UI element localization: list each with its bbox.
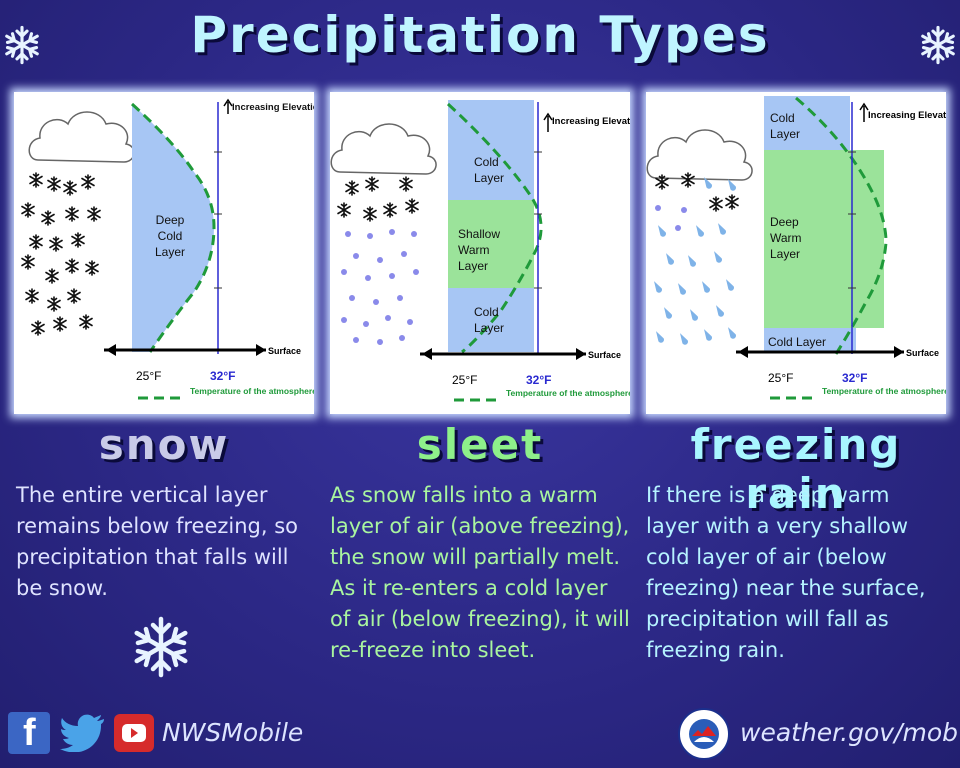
temp-32-label: 32°F xyxy=(210,369,235,383)
snow-heading: snow xyxy=(98,420,230,469)
snowflake-icon xyxy=(2,25,42,65)
temp-25-label: 25°F xyxy=(452,373,477,387)
sleet-diagram-panel: Cold Layer Shallow Warm Layer Cold Layer Inc… xyxy=(330,92,630,414)
elevation-label: Increasing Elevation xyxy=(552,116,630,127)
layer-label: Deep Warm Layer xyxy=(770,215,802,261)
nws-logo-icon xyxy=(678,708,730,760)
freezing-rain-diagram-panel: Cold Layer Deep Warm Layer Cold Layer Incre… xyxy=(646,92,946,414)
sleet-description: As snow falls into a warm layer of air (… xyxy=(330,483,630,662)
cold-layer xyxy=(132,104,214,352)
page-title: Precipitation Types xyxy=(190,6,770,64)
layer-label: Shallow Warm Layer xyxy=(458,227,500,273)
website-link[interactable]: weather.gov/mob xyxy=(740,718,959,747)
layer-label: Cold Layer xyxy=(770,111,800,141)
layer-label: Deep Cold Layer xyxy=(155,213,185,259)
sleet-heading: sleet xyxy=(416,420,544,469)
temp-25-label: 25°F xyxy=(768,371,793,385)
cold-layer xyxy=(448,288,534,352)
legend-label: Temperature of the atmosphere xyxy=(822,386,946,396)
surface-label: Surface xyxy=(268,346,301,356)
elevation-label: Increasing Elevation xyxy=(868,110,946,121)
layer-label: Cold Layer xyxy=(768,335,826,349)
temp-25-label: 25°F xyxy=(136,369,161,383)
temp-32-label: 32°F xyxy=(526,373,551,387)
elevation-label: Increasing Elevation xyxy=(232,102,314,113)
facebook-icon[interactable]: f xyxy=(8,712,50,754)
cloud-icon xyxy=(330,123,437,175)
snowflake-icon xyxy=(918,25,958,65)
temperature-profile xyxy=(130,102,216,353)
cloud-icon xyxy=(28,111,135,163)
legend-label: Temperature of the atmosphere xyxy=(506,388,630,398)
warm-layer xyxy=(448,200,534,288)
snowflake-icon xyxy=(130,616,192,678)
snow-description: The entire vertical layer remains below … xyxy=(16,483,299,600)
twitter-icon[interactable] xyxy=(60,714,106,752)
layer-label: Cold Layer xyxy=(474,305,504,335)
warm-layer xyxy=(764,150,884,328)
freezing-rain-description: If there is a deep warm layer with a ver… xyxy=(646,483,926,662)
surface-label: Surface xyxy=(588,350,621,360)
cold-layer xyxy=(764,96,850,150)
youtube-icon[interactable] xyxy=(114,714,154,752)
layer-label: Cold Layer xyxy=(474,155,504,185)
legend-label: Temperature of the atmosphere xyxy=(190,386,314,396)
social-handle[interactable]: NWSMobile xyxy=(162,718,304,747)
temperature-profile xyxy=(446,102,543,354)
surface-label: Surface xyxy=(906,348,939,358)
cloud-icon xyxy=(646,129,753,181)
freezing-rain-heading: freezing rain xyxy=(690,420,902,518)
temp-32-label: 32°F xyxy=(842,371,867,385)
